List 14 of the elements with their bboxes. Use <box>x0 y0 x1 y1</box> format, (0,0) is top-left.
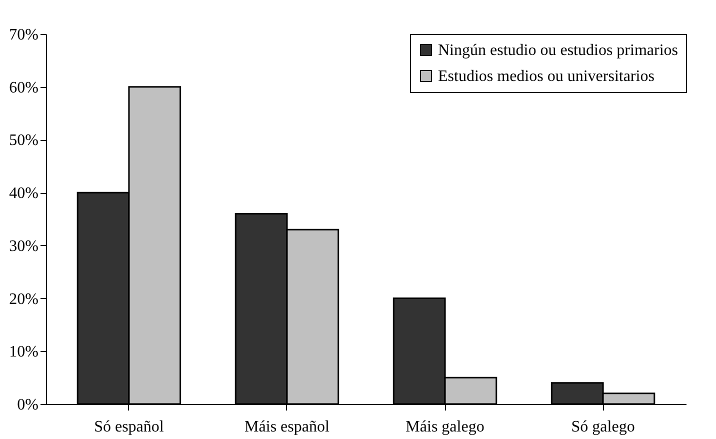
y-tick-label: 60% <box>9 79 38 96</box>
y-tick-label: 30% <box>9 238 38 255</box>
y-tick-label: 50% <box>9 132 38 150</box>
x-tick-label: Só galego <box>571 418 635 436</box>
y-tick-label: 20% <box>9 290 38 308</box>
legend-label: Estudios medios ou universitarios <box>438 68 654 85</box>
y-tick-label: 10% <box>9 344 38 361</box>
x-tick-label: Máis español <box>244 418 330 436</box>
legend-label: Ningún estudio ou estudios primarios <box>438 42 678 59</box>
x-tick-label: Só español <box>94 418 164 436</box>
y-tick-label: 0% <box>17 396 38 414</box>
y-tick-label: 40% <box>9 185 38 202</box>
x-tick-label: Máis galego <box>406 418 484 436</box>
y-tick-label: 70% <box>9 26 38 44</box>
